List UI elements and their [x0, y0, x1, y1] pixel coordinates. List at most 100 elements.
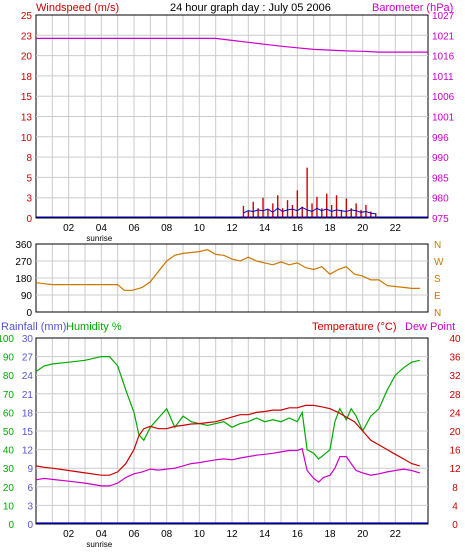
humidity-tick: 30: [3, 464, 15, 475]
temperature-tick: 0: [452, 520, 458, 531]
temperature-tick: 8: [452, 483, 458, 494]
temperature-tick: 4: [452, 501, 458, 512]
windspeed-tick: 20: [21, 52, 33, 63]
rainfall-tick: 21: [22, 390, 34, 401]
barometer-tick: 1006: [432, 92, 455, 103]
direction-degree-tick: 180: [15, 274, 32, 285]
chart-title: 24 hour graph day : July 05 2006: [170, 2, 331, 14]
temperature-line: [35, 404, 420, 476]
humidity-tick: 40: [3, 446, 15, 457]
temperature-tick: 24: [449, 408, 461, 419]
x-tick-label: 10: [194, 529, 206, 540]
humidity-tick: 70: [3, 390, 15, 401]
temperature-tick: 36: [449, 353, 461, 364]
barometer-tick: 990: [432, 153, 449, 164]
windspeed-tick: 10: [21, 133, 33, 144]
x-tick-label: 06: [128, 223, 140, 234]
temperature-tick: 40: [449, 334, 461, 345]
rainfall-tick: 30: [22, 334, 34, 345]
direction-degree-tick: 0: [26, 308, 32, 319]
x-tick-label: 22: [390, 223, 402, 234]
temperature-tick: 16: [449, 446, 461, 457]
windspeed-tick: 8: [26, 153, 32, 164]
x-tick-label: 02: [63, 529, 75, 540]
windspeed-axis-label: Windspeed (m/s): [36, 2, 119, 14]
windspeed-tick: 0: [26, 214, 32, 225]
humidity-tick: 0: [8, 520, 14, 531]
wind-barometer-panel: 0358101315182023259759809859909961001100…: [21, 11, 455, 243]
rainfall-tick: 15: [22, 427, 34, 438]
windspeed-tick: 13: [21, 113, 33, 124]
gust-line: [243, 206, 376, 215]
x-tick-label: 14: [259, 223, 271, 234]
temperature-tick: 28: [449, 390, 461, 401]
sunrise-label: sunrise: [86, 234, 112, 243]
x-tick-label: 16: [292, 223, 304, 234]
windspeed-tick: 23: [21, 31, 33, 42]
temperature-axis-label: Temperature (°C): [312, 321, 396, 333]
x-tick-label: 08: [161, 223, 173, 234]
direction-degree-tick: 270: [15, 257, 32, 268]
barometer-tick: 1016: [432, 52, 455, 63]
barometer-tick: 1011: [432, 72, 454, 83]
x-tick-label: 02: [63, 223, 75, 234]
temperature-tick: 32: [449, 371, 461, 382]
barometer-tick: 1001: [432, 113, 455, 124]
direction-compass-tick: W: [434, 257, 444, 268]
barometer-tick: 1021: [432, 31, 455, 42]
barometer-tick: 1027: [432, 11, 455, 22]
humidity-tick: 20: [3, 483, 15, 494]
windspeed-tick: 3: [26, 194, 32, 205]
windspeed-tick: 25: [21, 11, 33, 22]
x-tick-label: 20: [357, 223, 369, 234]
rainfall-tick: 27: [22, 353, 34, 364]
x-tick-label: 18: [324, 529, 336, 540]
humidity-line: [35, 356, 420, 460]
sunrise-label: sunrise: [86, 540, 112, 549]
humidity-tick: 10: [3, 501, 15, 512]
direction-compass-tick: S: [434, 274, 441, 285]
barometer-tick: 975: [432, 214, 449, 225]
barometer-tick: 985: [432, 173, 449, 184]
humidity-axis-label: Humidity %: [66, 321, 122, 333]
rainfall-tick: 24: [22, 371, 34, 382]
rainfall-tick: 6: [27, 483, 33, 494]
humidity-tick: 90: [3, 353, 15, 364]
x-tick-label: 04: [96, 529, 108, 540]
humidity-tick: 60: [3, 408, 15, 419]
rainfall-tick: 0: [27, 520, 33, 531]
windspeed-tick: 18: [21, 72, 33, 83]
rain-humidity-temperature-panel: 0102030405060708090100036912151821242730…: [0, 334, 461, 549]
x-tick-label: 08: [161, 529, 173, 540]
direction-degree-tick: 360: [15, 240, 32, 251]
humidity-tick: 80: [3, 371, 15, 382]
x-tick-label: 04: [96, 223, 108, 234]
x-tick-label: 14: [259, 529, 271, 540]
x-tick-label: 10: [194, 223, 206, 234]
x-tick-label: 22: [390, 529, 402, 540]
dewpoint-axis-label: Dew Point: [405, 321, 455, 333]
rainfall-tick: 12: [22, 446, 34, 457]
rainfall-tick: 3: [27, 501, 33, 512]
rainfall-tick: 9: [27, 464, 33, 475]
windspeed-tick: 15: [21, 92, 33, 103]
barometer-tick: 996: [432, 133, 449, 144]
direction-compass-tick: E: [434, 291, 441, 302]
direction-compass-tick: N: [434, 308, 441, 319]
x-tick-label: 12: [226, 529, 238, 540]
humidity-tick: 50: [3, 427, 15, 438]
direction-compass-tick: N: [434, 240, 441, 251]
wind-direction-line: [35, 249, 420, 291]
x-tick-label: 16: [292, 529, 304, 540]
humidity-tick: 100: [0, 334, 14, 345]
dewpoint-line: [35, 447, 420, 487]
x-tick-label: 12: [226, 223, 238, 234]
windspeed-tick: 5: [26, 173, 32, 184]
direction-degree-tick: 90: [21, 291, 33, 302]
rainfall-tick: 18: [22, 408, 34, 419]
barometer-tick: 980: [432, 194, 449, 205]
barometer-line: [36, 37, 428, 53]
temperature-tick: 12: [449, 464, 461, 475]
